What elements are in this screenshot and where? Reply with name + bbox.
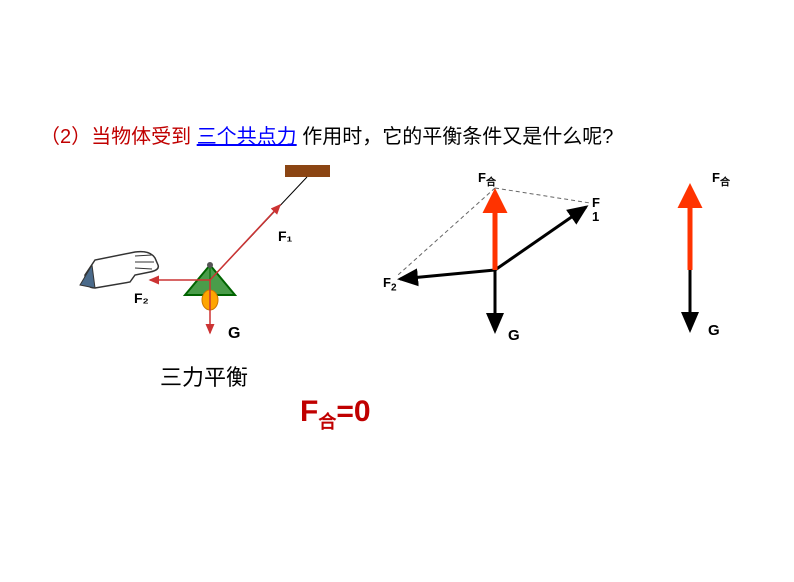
label-g: G bbox=[228, 325, 240, 343]
question-suffix: 作用时，它的平衡条件又是什么呢? bbox=[297, 126, 614, 148]
hand-icon bbox=[80, 252, 158, 288]
label2-f2: F2 bbox=[383, 275, 397, 294]
vec-f2 bbox=[400, 270, 495, 279]
label2-fhe: F合 bbox=[478, 170, 496, 189]
question-keyword: 三个共点力 bbox=[197, 126, 297, 148]
figure-lamp bbox=[60, 165, 330, 355]
dash-1 bbox=[495, 188, 590, 203]
question-line: （2）当物体受到 三个共点力 作用时，它的平衡条件又是什么呢? bbox=[40, 120, 613, 149]
label2-f1: F1 bbox=[592, 196, 600, 225]
figure-balance bbox=[660, 170, 740, 345]
label-f1: F₁ bbox=[278, 228, 292, 244]
force-f1 bbox=[210, 205, 280, 280]
label2-g: G bbox=[508, 327, 520, 344]
caption-three-force: 三力平衡 bbox=[160, 360, 248, 392]
figure-vectors bbox=[380, 175, 610, 345]
vec-f1 bbox=[495, 207, 586, 270]
question-prefix: （2）当物体受到 bbox=[40, 126, 197, 148]
dash-2 bbox=[398, 188, 495, 275]
ceiling bbox=[285, 165, 330, 177]
label-f2: F₂ bbox=[134, 290, 149, 306]
equation-result: F合=0 bbox=[300, 395, 371, 434]
label3-fhe: F合 bbox=[712, 170, 730, 189]
label3-g: G bbox=[708, 322, 720, 339]
